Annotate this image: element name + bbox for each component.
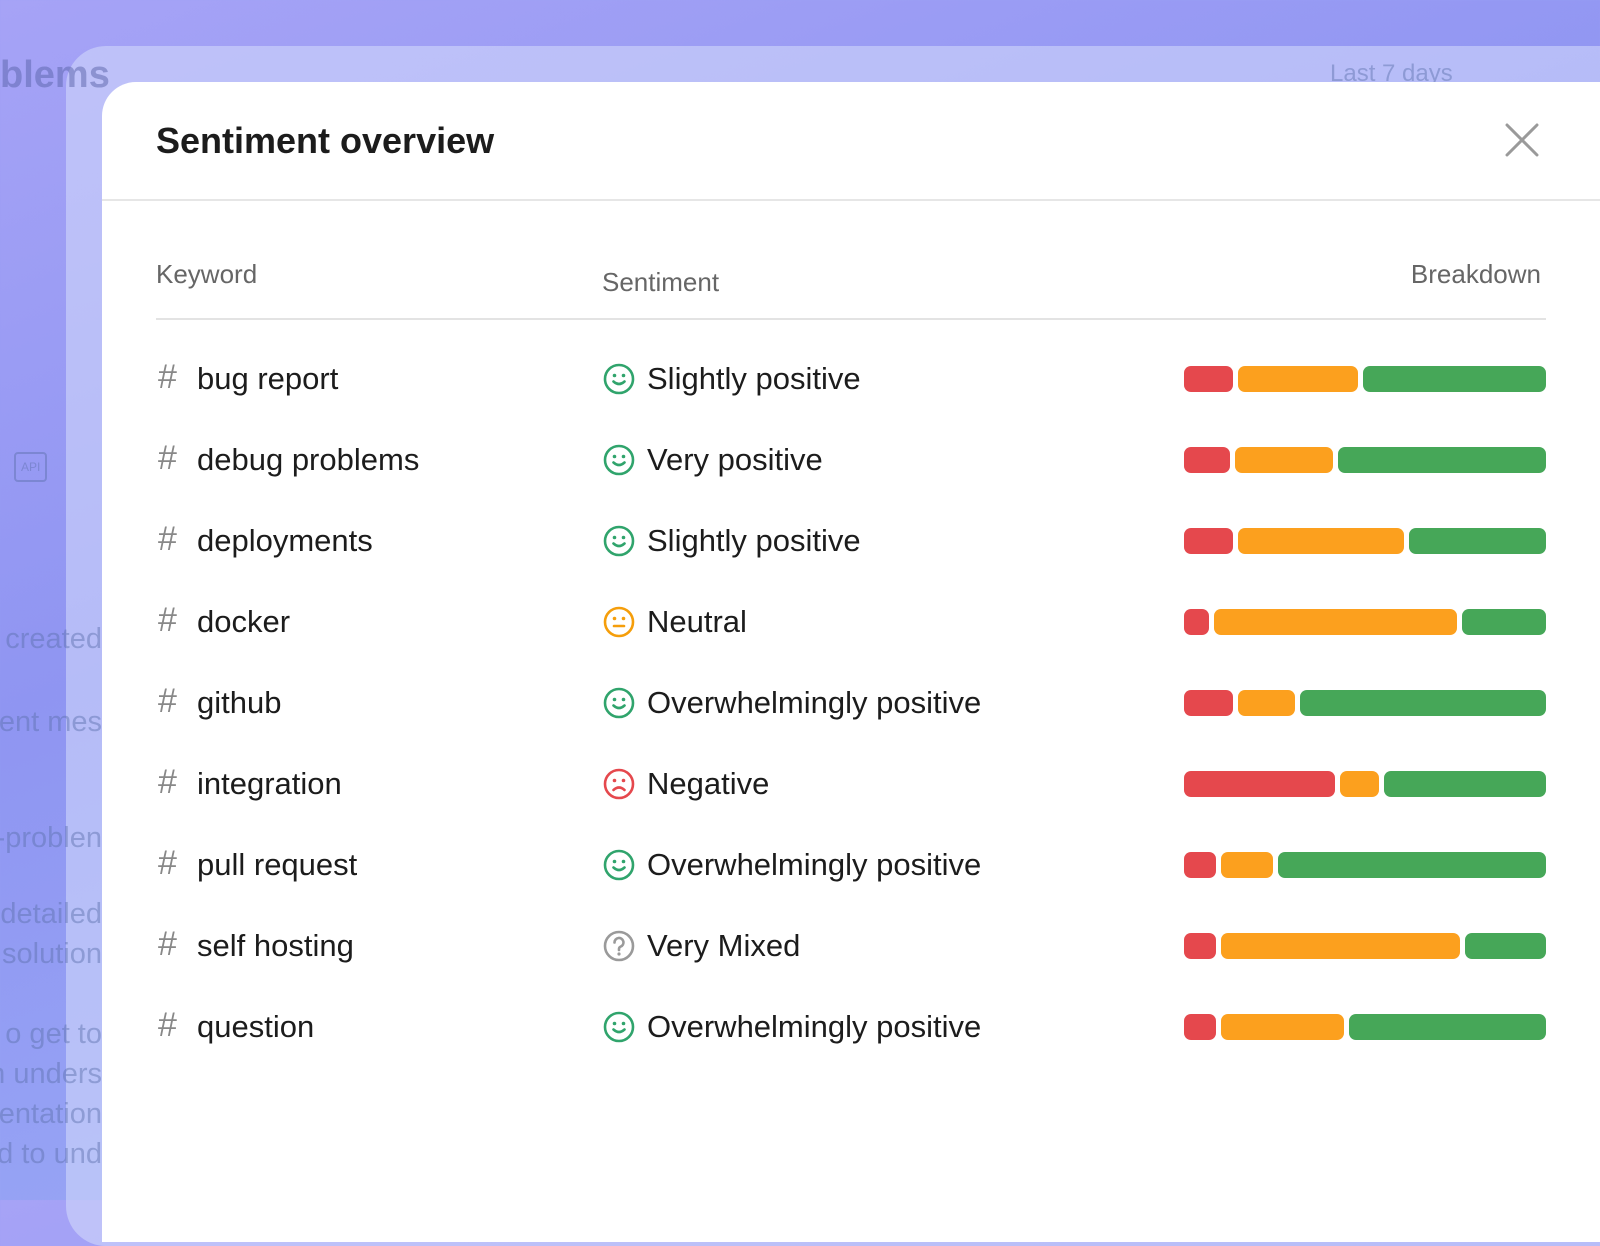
breakdown-bar: [1213, 609, 1457, 635]
header-rule: [156, 318, 1546, 320]
hash-icon: #: [158, 601, 177, 639]
bg-fragment: o get to: [5, 1018, 102, 1050]
breakdown-bar: [1184, 366, 1234, 392]
keyword: pull request: [197, 847, 358, 882]
breakdown-bar: [1340, 771, 1380, 797]
column-header: Keyword: [156, 259, 258, 289]
breakdown-bar: [1465, 933, 1546, 959]
keyword: self hosting: [197, 928, 354, 963]
breakdown-bar: [1384, 771, 1546, 797]
sentiment-icon: [602, 767, 636, 809]
sentiment-icon: [602, 443, 636, 485]
divider: [102, 199, 1600, 201]
sentiment: Overwhelmingly positive: [647, 685, 982, 720]
keyword: docker: [197, 604, 291, 639]
column-header: Sentiment: [602, 267, 720, 297]
breakdown-bar: [1408, 528, 1546, 554]
hash-icon: #: [158, 439, 177, 477]
bg-fragment: nentation: [0, 1098, 102, 1130]
breakdown-bar: [1184, 1014, 1216, 1040]
sentiment: Overwhelmingly positive: [647, 847, 982, 882]
keyword: integration: [197, 766, 342, 801]
modal: Sentiment overview Keyword Sentiment Bre…: [102, 82, 1600, 1242]
keyword: bug report: [197, 361, 339, 396]
bg-fragment: detailed: [0, 898, 102, 930]
sentiment: Very Mixed: [647, 928, 801, 963]
close-button[interactable]: [1504, 122, 1540, 158]
sentiment: Slightly positive: [647, 523, 861, 558]
sentiment-icon: [602, 686, 636, 728]
breakdown-bar: [1278, 852, 1546, 878]
sentiment: Overwhelmingly positive: [647, 1009, 982, 1044]
hash-icon: #: [158, 358, 177, 396]
hash-icon: #: [158, 682, 177, 720]
sentiment-icon: [602, 929, 636, 971]
bg-fragment: -problen: [0, 822, 102, 854]
breakdown-bar: [1299, 690, 1546, 716]
breakdown-bar: [1184, 933, 1216, 959]
bg-fragment: n unders: [0, 1058, 102, 1090]
bg-fragment: solution: [2, 938, 102, 970]
breakdown-bar: [1362, 366, 1546, 392]
modal-title: Sentiment overview: [156, 120, 495, 161]
breakdown-bar: [1184, 528, 1234, 554]
sentiment-icon: [602, 605, 636, 647]
sentiment-icon: [602, 848, 636, 890]
breakdown-bar: [1348, 1014, 1546, 1040]
keyword: github: [197, 685, 282, 720]
hash-icon: #: [158, 925, 177, 963]
bg-badge: API: [14, 452, 48, 482]
bg-fragment: ent mes: [0, 706, 102, 738]
breakdown-bar: [1461, 609, 1546, 635]
bg-title: blems: [0, 54, 110, 96]
hash-icon: #: [158, 844, 177, 882]
breakdown-bar: [1234, 447, 1334, 473]
breakdown-bar: [1220, 933, 1461, 959]
breakdown-bar: [1238, 690, 1295, 716]
column-header: Breakdown: [1410, 259, 1541, 289]
breakdown-bar: [1184, 852, 1216, 878]
sentiment-icon: [602, 1010, 636, 1052]
breakdown-bar: [1220, 1014, 1344, 1040]
keyword: deployments: [197, 523, 373, 558]
hash-icon: #: [158, 1006, 177, 1044]
sentiment: Very positive: [647, 442, 823, 477]
breakdown-bar: [1184, 609, 1209, 635]
breakdown-bar: [1238, 366, 1358, 392]
breakdown-bar: [1338, 447, 1546, 473]
bg-fragment: ed to und: [0, 1138, 102, 1170]
bg-fragment: created: [5, 623, 102, 655]
breakdown-bar: [1184, 771, 1336, 797]
sentiment-icon: [602, 362, 636, 404]
keyword: question: [197, 1009, 315, 1044]
sentiment: Neutral: [647, 604, 747, 639]
breakdown-bar: [1238, 528, 1404, 554]
sentiment: Slightly positive: [647, 361, 861, 396]
breakdown-bar: [1220, 852, 1274, 878]
sentiment-icon: [602, 524, 636, 566]
keyword: debug problems: [197, 442, 420, 477]
hash-icon: #: [158, 763, 177, 801]
hash-icon: #: [158, 520, 177, 558]
sentiment: Negative: [647, 766, 770, 801]
breakdown-bar: [1184, 690, 1234, 716]
breakdown-bar: [1184, 447, 1230, 473]
